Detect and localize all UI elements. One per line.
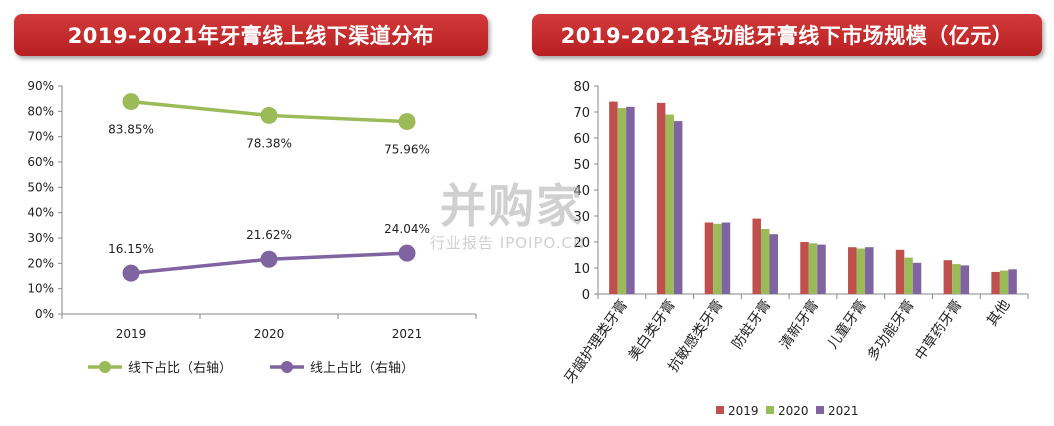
bar-2021	[912, 262, 922, 294]
y-tick-label: 0	[582, 288, 590, 303]
bar-2020	[856, 248, 866, 294]
bar-2020	[999, 270, 1009, 294]
y-tick-label: 0%	[35, 307, 54, 321]
data-point	[260, 106, 278, 124]
data-label: 16.15%	[108, 242, 154, 256]
bar-2020	[904, 257, 913, 294]
x-tick-label: 儿童牙膏	[824, 297, 870, 353]
y-tick-label: 70%	[27, 130, 54, 144]
x-tick-label: 2020	[254, 327, 285, 341]
data-label: 78.38%	[246, 136, 292, 150]
y-tick-label: 60%	[27, 155, 54, 169]
data-label: 83.85%	[108, 123, 154, 137]
bar-2020	[617, 108, 627, 294]
data-label: 75.96%	[384, 143, 430, 157]
bar-2021	[1008, 269, 1017, 294]
y-tick-label: 20%	[27, 256, 54, 270]
bar-2021	[817, 244, 826, 294]
bar-2019	[895, 249, 905, 294]
legend-label: 2021	[828, 404, 859, 418]
x-tick-label: 2019	[116, 327, 147, 341]
bar-2019	[609, 101, 618, 294]
x-tick-label: 牙龈护理类牙膏	[561, 297, 631, 387]
bar-2021	[960, 265, 970, 294]
bar-2021	[769, 234, 778, 294]
watermark-sub: 行业报告 IPOIPO.CN	[430, 234, 586, 252]
data-label: 21.62%	[246, 228, 292, 242]
watermark-main: 并购家	[440, 179, 584, 233]
x-tick-label: 清新牙膏	[776, 297, 822, 353]
x-tick-label: 其他	[984, 297, 1013, 329]
data-point	[122, 93, 140, 111]
y-tick-label: 90%	[27, 79, 54, 93]
y-tick-label: 10%	[27, 282, 54, 296]
y-tick-label: 40	[573, 184, 590, 199]
bar-2021	[721, 222, 731, 294]
legend-label: 线上占比（右轴）	[310, 361, 414, 376]
legend-label: 2020	[778, 404, 809, 418]
x-tick-label: 防蛀牙膏	[728, 297, 774, 353]
bar-2020	[952, 264, 961, 294]
y-tick-label: 80	[573, 80, 590, 95]
legend-swatch	[816, 406, 824, 414]
y-tick-label: 40%	[27, 206, 54, 220]
x-tick-label: 美白类牙膏	[625, 297, 679, 364]
data-point	[398, 113, 416, 131]
data-point	[398, 244, 416, 262]
y-tick-label: 70	[573, 106, 590, 121]
y-tick-label: 60	[573, 132, 590, 147]
bar-2021	[626, 106, 635, 294]
x-tick-label: 多功能牙膏	[864, 297, 918, 364]
bar-2019	[800, 242, 809, 294]
y-tick-label: 50%	[27, 180, 54, 194]
right-chart-title: 2019-2021各功能牙膏线下市场规模（亿元）	[532, 14, 1042, 56]
legend-marker	[99, 361, 111, 373]
bar-2021	[673, 121, 683, 294]
x-tick-label: 2021	[392, 327, 423, 341]
y-tick-label: 10	[573, 262, 590, 277]
bar-2019	[943, 260, 953, 294]
x-tick-label: 中草药牙膏	[912, 297, 966, 364]
y-tick-label: 50	[573, 158, 590, 173]
bar-2019	[656, 102, 666, 295]
bar-2019	[752, 218, 761, 294]
bar-2020	[713, 223, 722, 294]
y-tick-label: 30%	[27, 231, 54, 245]
bar-2020	[760, 229, 770, 294]
left-chart-title: 2019-2021年牙膏线上线下渠道分布	[14, 14, 488, 56]
bar-2019	[704, 222, 714, 294]
y-tick-label: 20	[573, 236, 590, 251]
data-point	[260, 250, 278, 268]
bar-2021	[865, 247, 874, 294]
bar-2019	[848, 247, 857, 294]
bar-2020	[808, 243, 818, 294]
y-tick-label: 30	[573, 210, 590, 225]
legend-label: 线下占比（右轴）	[128, 361, 232, 376]
legend-label: 2019	[728, 404, 759, 418]
data-label: 24.04%	[384, 222, 430, 236]
legend-swatch	[766, 406, 774, 414]
y-tick-label: 80%	[27, 104, 54, 118]
data-point	[122, 264, 140, 282]
bar-2019	[991, 271, 1000, 294]
legend-swatch	[716, 406, 724, 414]
bar-2020	[665, 114, 674, 294]
legend-marker	[281, 361, 293, 373]
